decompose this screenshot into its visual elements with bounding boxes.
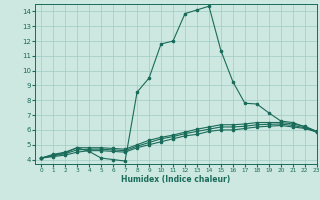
X-axis label: Humidex (Indice chaleur): Humidex (Indice chaleur) bbox=[121, 175, 231, 184]
